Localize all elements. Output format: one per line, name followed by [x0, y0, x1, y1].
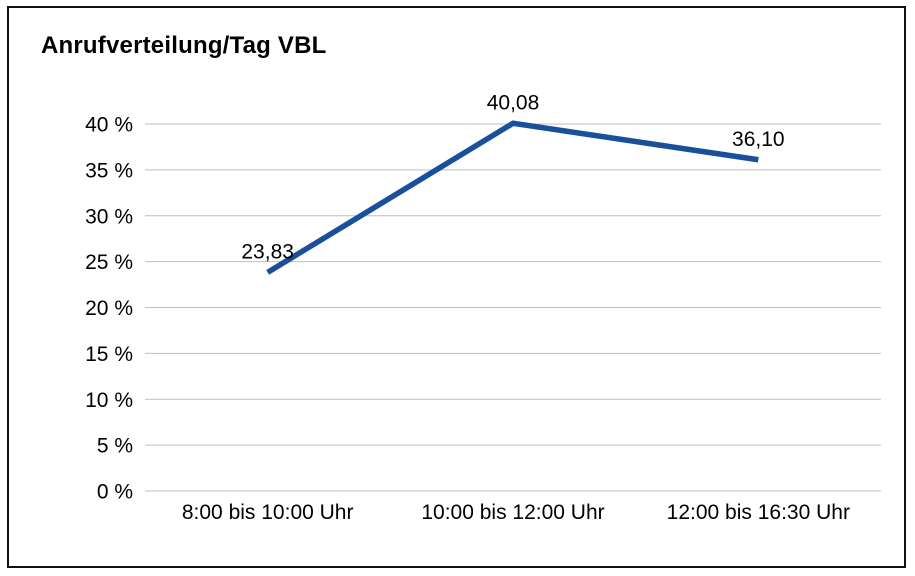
y-tick-label: 40 % [85, 114, 133, 137]
data-point-label: 23,83 [241, 240, 294, 263]
x-axis-label: 8:00 bis 10:00 Uhr [182, 501, 354, 524]
y-tick-label: 15 % [85, 343, 133, 366]
x-axis-label: 12:00 bis 16:30 Uhr [667, 501, 850, 524]
data-point-label: 40,08 [487, 91, 540, 114]
y-tick-label: 5 % [97, 435, 133, 458]
y-tick-label: 30 % [85, 205, 133, 228]
y-tick-label: 25 % [85, 251, 133, 274]
y-tick-label: 20 % [85, 297, 133, 320]
y-tick-label: 35 % [85, 159, 133, 182]
x-axis-label: 10:00 bis 12:00 Uhr [421, 501, 604, 524]
data-series-line [266, 120, 759, 275]
chart-title: Anrufverteilung/Tag VBL [41, 32, 327, 59]
data-point-label: 36,10 [732, 128, 785, 151]
chart-frame: Anrufverteilung/Tag VBL 0 % 5 % 10 % 15 % 20… [7, 6, 906, 568]
y-tick-label: 10 % [85, 389, 133, 412]
line-chart: 0 % 5 % 10 % 15 % 20 % 25 % 30 % 35 % 40 % 8:00 b… [85, 91, 881, 524]
y-tick-label: 0 % [97, 481, 133, 504]
